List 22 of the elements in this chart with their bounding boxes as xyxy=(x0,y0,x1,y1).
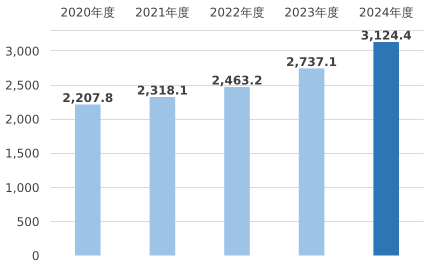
bar xyxy=(74,104,101,256)
x-tick-label: 2021年度 xyxy=(135,6,190,20)
y-tick-label: 500 xyxy=(16,214,40,229)
x-tick-label: 2022年度 xyxy=(210,6,264,20)
bar xyxy=(373,42,400,256)
y-tick-label: 0 xyxy=(32,249,40,263)
x-tick-label: 2024年度 xyxy=(358,6,414,20)
y-tick-label: 3,000 xyxy=(5,44,40,58)
y-tick-label: 2,000 xyxy=(5,112,40,127)
data-label: 3,124.4 xyxy=(360,28,412,42)
y-tick-label: 2,500 xyxy=(5,78,40,93)
y-tick-label: 1,500 xyxy=(5,146,40,161)
bar xyxy=(224,87,250,256)
data-label: 2,737.1 xyxy=(286,54,338,69)
data-label: 2,207.8 xyxy=(62,90,114,105)
bar xyxy=(298,68,324,256)
y-tick-label: 1,000 xyxy=(5,180,40,195)
x-tick-label: 2020年度 xyxy=(60,6,116,20)
data-label: 2,463.2 xyxy=(212,74,262,88)
data-label: 2,318.1 xyxy=(136,83,188,98)
bar xyxy=(150,96,176,256)
x-tick-label: 2023年度 xyxy=(284,6,339,20)
